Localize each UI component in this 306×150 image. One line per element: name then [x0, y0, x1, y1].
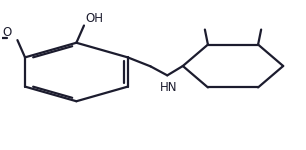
Text: HN: HN	[160, 81, 177, 94]
Text: O: O	[2, 26, 11, 39]
Text: OH: OH	[85, 12, 103, 25]
